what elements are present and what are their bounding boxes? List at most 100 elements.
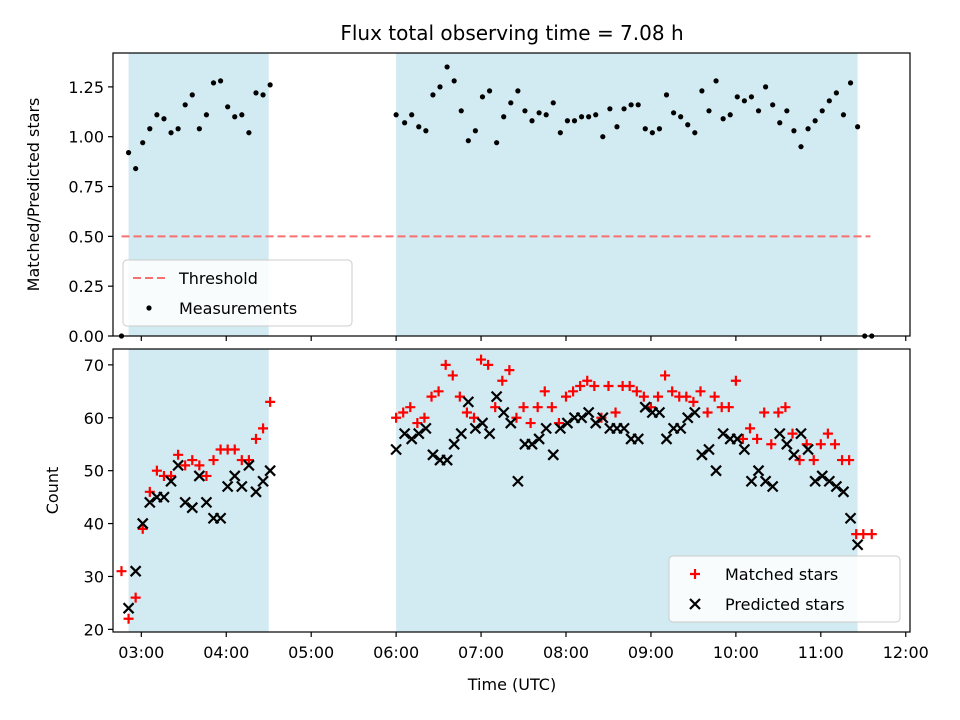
measurement-point: [444, 64, 450, 70]
predicted-stars-point: [250, 486, 262, 498]
predicted-stars-point: [257, 475, 269, 488]
predicted-stars-point: [469, 422, 482, 435]
y-tick-label: 0.00: [68, 327, 104, 346]
measurement-point: [678, 114, 684, 120]
measurement-point: [486, 88, 493, 94]
matched-stars-point: [476, 354, 487, 365]
measurement-point: [734, 94, 740, 100]
predicted-stars-point: [172, 459, 184, 472]
measurement-point: [713, 78, 719, 84]
matched-stars-point: [412, 418, 423, 429]
predicted-stars-point: [717, 427, 729, 440]
count-panel: 20 30 40 50 60 70 03:00 04:00 05:00 06:00 07:00 08:…: [43, 348, 929, 662]
matched-stars-point: [123, 613, 134, 624]
measurement-point: [479, 94, 486, 100]
legend-entry-label: Measurements: [179, 299, 297, 318]
matched-stars-point: [180, 460, 191, 471]
measurement-point: [175, 126, 181, 132]
measurement-point: [656, 126, 663, 132]
predicted-stars-point: [136, 517, 149, 530]
x-tick-label: 11:00: [798, 643, 844, 662]
measurement-point: [755, 108, 762, 114]
matched-stars-point: [137, 523, 148, 534]
measurement-point: [423, 128, 429, 134]
matched-stars-point: [130, 592, 141, 603]
matched-stars-point: [653, 391, 664, 402]
matched-stars-point: [426, 391, 437, 402]
measurement-point: [614, 124, 620, 130]
y-tick-label: 50: [84, 462, 104, 481]
matched-stars-point: [468, 412, 479, 423]
matched-stars-point: [737, 433, 748, 444]
predicted-stars-point: [830, 480, 843, 493]
matched-stars-point: [265, 396, 276, 407]
measurement-point: [451, 78, 457, 84]
measurement-point: [635, 102, 641, 108]
measurement-point: [748, 94, 755, 100]
measurement-point: [770, 102, 776, 108]
matched-stars-point: [405, 402, 416, 413]
measurement-point: [409, 112, 415, 118]
matched-stars-point: [752, 433, 763, 444]
matched-stars-point: [759, 407, 770, 418]
matched-stars-point: [229, 444, 240, 455]
matched-stars-point: [681, 391, 692, 402]
measurement-point: [125, 150, 132, 156]
matched-stars-point: [667, 386, 678, 397]
ratio-panel: 0.00 0.25 0.50 0.75 1.00 1.25 Matched/Predicte…: [24, 52, 911, 346]
legend-measurement-swatch: [146, 305, 152, 311]
predicted-stars-point: [639, 401, 652, 413]
measurement-point: [571, 118, 578, 124]
measurement-point: [642, 126, 648, 132]
matched-stars-point: [582, 375, 593, 386]
matched-stars-point: [575, 381, 586, 392]
x-tick-label: 10:00: [713, 643, 759, 662]
predicted-stars-point: [745, 475, 758, 488]
measurement-point: [239, 112, 245, 118]
y-tick-label: 30: [84, 567, 104, 586]
x-tick-label: 08:00: [543, 643, 589, 662]
measurement-point: [133, 165, 139, 172]
predicted-stars-point: [731, 433, 744, 445]
matched-stars-point: [511, 412, 522, 423]
measurement-point: [649, 130, 655, 136]
predicted-stars-point: [497, 406, 510, 419]
measurement-point: [253, 90, 259, 96]
predicted-stars-point: [264, 464, 276, 477]
x-tick-label: 04:00: [203, 643, 249, 662]
predicted-stars-point: [597, 411, 609, 424]
measurement-point: [508, 100, 514, 106]
matched-stars-point: [808, 455, 819, 466]
measurement-point: [494, 140, 500, 146]
legend-predicted-swatch: [689, 598, 701, 610]
legend-box: [668, 555, 901, 623]
x-tick-label: 12:00: [883, 643, 929, 662]
y-axis-label: Count: [43, 467, 62, 515]
measurement-point: [741, 98, 747, 104]
predicted-stars-point: [200, 496, 213, 509]
matched-stars-point: [787, 428, 798, 439]
matched-stars-point: [730, 375, 741, 386]
axes-frame: [112, 52, 911, 337]
predicted-stars-point: [144, 496, 156, 509]
predicted-stars-point: [390, 443, 402, 456]
predicted-stars-point: [773, 427, 786, 440]
matched-stars-point: [723, 402, 734, 413]
predicted-stars-point: [802, 443, 814, 456]
y-axis-label: Matched/Predicted stars: [24, 98, 43, 292]
matched-stars-point: [780, 402, 791, 413]
measurement-point: [182, 102, 188, 108]
predicted-stars-point: [738, 443, 751, 456]
matched-stars-point: [243, 455, 254, 466]
matched-stars-point: [766, 439, 777, 450]
y-tick-label: 1.25: [68, 78, 104, 97]
chart-title: Flux total observing time = 7.08 h: [340, 21, 683, 45]
predicted-stars-point: [165, 475, 177, 488]
measurement-point: [501, 114, 507, 120]
legend-entry-label: Predicted stars: [725, 595, 845, 614]
predicted-stars-point: [554, 422, 567, 435]
predicted-stars-point: [512, 475, 524, 488]
measurement-point: [217, 78, 224, 84]
measurement-point: [855, 124, 861, 130]
predicted-stars-point: [837, 486, 850, 498]
